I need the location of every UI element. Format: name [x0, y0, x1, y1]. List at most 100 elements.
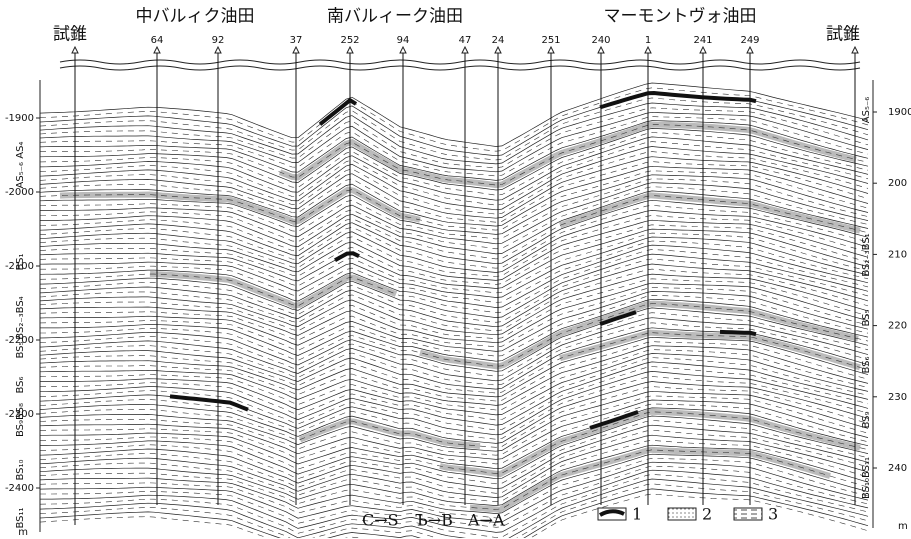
- sand-band: [559, 329, 861, 371]
- shale-dash: [40, 215, 869, 277]
- shale-dash: [40, 403, 869, 465]
- strata: [40, 82, 869, 538]
- legend-label: 3: [768, 505, 778, 524]
- well-marker: [153, 45, 161, 54]
- well-marker: [494, 45, 502, 54]
- stratum-line: [40, 469, 869, 533]
- shale-dash: [40, 303, 869, 367]
- depth-label: 240: [888, 463, 907, 474]
- legend-label: 2: [702, 505, 712, 524]
- shale-dash: [40, 186, 869, 250]
- stratum-line: [40, 390, 869, 452]
- depth-label: 230: [888, 392, 907, 403]
- shale-dash: [40, 124, 869, 186]
- well-marker: [547, 45, 555, 54]
- stratum-line: [40, 424, 869, 490]
- depth-label: -2200: [5, 335, 34, 346]
- sand-band: [59, 186, 421, 226]
- stratum-line: [40, 128, 869, 191]
- stratum-line: [40, 461, 869, 523]
- oil-lens: [169, 394, 249, 412]
- stratum-line: [40, 165, 869, 227]
- stratum-line: [40, 210, 869, 273]
- horizon-label: BS₂₋₃BS₄: [15, 296, 26, 339]
- annotations: 試錐 64 92 37 252 94 47 24 251 240 1 241 249 試錐 -1900 -20…: [5, 25, 911, 539]
- horizon-label: BS₅: [15, 341, 26, 358]
- well-marker: [644, 45, 652, 54]
- oil-lens: [318, 97, 358, 126]
- depth-label: 220: [888, 321, 907, 332]
- stratum-line: [40, 228, 869, 289]
- oil-lens: [334, 251, 360, 262]
- stratum-line: [40, 336, 869, 398]
- horizon-label: AS₅₋₆ AS₄: [15, 142, 26, 189]
- horizon-label: BS₂₋₃BS₁: [861, 233, 872, 276]
- horizon-label: BS₆: [861, 356, 872, 373]
- horizon-label: BS₆: [15, 376, 26, 393]
- shale-dash: [40, 151, 869, 215]
- shale-dash: [40, 332, 869, 394]
- horizon-label: BS₉BS₈: [15, 403, 26, 437]
- well-number: 94: [397, 35, 410, 46]
- legend: 1 2 3: [597, 505, 778, 524]
- stratum-line: [40, 478, 869, 538]
- stratum-line: [40, 174, 869, 235]
- stratum-line: [40, 407, 869, 470]
- well-marker: [346, 45, 354, 54]
- shale-dash: [40, 116, 869, 177]
- shale-dash: [40, 474, 869, 538]
- stratum-line: [40, 434, 869, 498]
- well-number: 92: [212, 35, 225, 46]
- shale-dash: [40, 278, 869, 340]
- horizon-label: BS₁₁: [15, 507, 26, 528]
- shale-dash: [40, 268, 869, 332]
- well-number: 241: [693, 35, 712, 46]
- stratum-line: [40, 345, 869, 406]
- stratum-line: [40, 82, 869, 147]
- stratum-line: [40, 307, 869, 372]
- shale-dash: [40, 232, 869, 294]
- stratum-line: [40, 244, 869, 308]
- stratum-line: [40, 182, 869, 245]
- shale-dash: [40, 312, 869, 377]
- stratum-line: [40, 263, 869, 328]
- oil-lens: [589, 410, 639, 430]
- shale-dash: [40, 178, 869, 240]
- well-number: 47: [459, 35, 472, 46]
- depth-label: -2400: [5, 483, 34, 494]
- shale-dash: [40, 294, 869, 357]
- shale-dash: [40, 107, 869, 169]
- well-number: 1: [645, 35, 651, 46]
- depth-label: -1900: [5, 113, 34, 124]
- stratum-line: [40, 190, 869, 255]
- well-marker: [461, 45, 469, 54]
- well-marker: [214, 45, 222, 54]
- shale-dash: [40, 449, 869, 510]
- facies-change: Ъ→B: [415, 511, 453, 530]
- shale-dash: [40, 366, 869, 431]
- shale-dash: [40, 258, 869, 323]
- horizon-label: BS₁: [15, 253, 26, 270]
- depth-label: -2100: [5, 261, 34, 272]
- shale-dash: [40, 439, 869, 502]
- shale-dash: [40, 97, 869, 161]
- depth-label: 200: [888, 178, 907, 189]
- shale-dash: [40, 141, 869, 206]
- oil-lens: [599, 310, 637, 326]
- shale-dash: [40, 395, 869, 456]
- stratum-line: [40, 399, 869, 460]
- shale-dash: [40, 322, 869, 386]
- shale-dash: [40, 376, 869, 440]
- shale-dash: [40, 465, 869, 528]
- stratum-line: [40, 317, 869, 382]
- stratum-line: [40, 353, 869, 416]
- shale-dash: [40, 249, 869, 313]
- top-band: [59, 59, 861, 65]
- field-name: 中バルィク油田: [136, 7, 255, 27]
- depth-label: 1900: [888, 107, 911, 118]
- stratum-line: [40, 381, 869, 444]
- depth-label: -2300: [5, 409, 34, 420]
- stratum-line: [40, 488, 869, 538]
- legend-swatch: [598, 509, 625, 517]
- stratum-line: [40, 444, 869, 506]
